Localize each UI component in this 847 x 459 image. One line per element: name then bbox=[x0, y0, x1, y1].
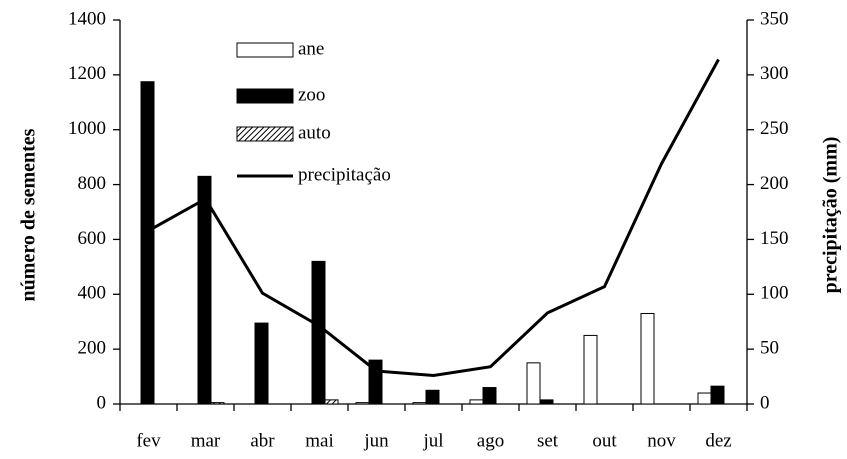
bar bbox=[697, 392, 712, 405]
y-tick-label: 0 bbox=[97, 392, 107, 413]
bar bbox=[425, 389, 440, 405]
bar bbox=[311, 260, 326, 405]
bar bbox=[710, 385, 725, 405]
x-tick-label: abr bbox=[250, 430, 275, 451]
y2-tick-label: 100 bbox=[760, 283, 789, 304]
y2-tick-label: 350 bbox=[760, 8, 789, 29]
bar bbox=[412, 402, 427, 405]
x-tick-label: jul bbox=[422, 430, 443, 451]
legend-label: zoo bbox=[298, 84, 325, 105]
y2-tick-label: 300 bbox=[760, 63, 789, 84]
y2-tick-label: 0 bbox=[760, 392, 770, 413]
x-tick-label: jun bbox=[363, 430, 389, 451]
y2-tick-label: 50 bbox=[760, 338, 779, 359]
bar bbox=[324, 399, 339, 405]
y2-tick-label: 200 bbox=[760, 173, 789, 194]
legend-swatch bbox=[236, 126, 294, 142]
legend-label: ane bbox=[298, 38, 324, 59]
y-tick-label: 1400 bbox=[68, 8, 106, 29]
bar bbox=[355, 402, 370, 405]
bar bbox=[640, 312, 655, 405]
legend-label: auto bbox=[298, 122, 331, 143]
line bbox=[147, 58, 720, 377]
x-tick-label: nov bbox=[647, 430, 676, 451]
legend-swatch bbox=[236, 42, 294, 58]
x-tick-label: mar bbox=[191, 430, 221, 451]
y-tick-label: 200 bbox=[78, 338, 107, 359]
y-tick-label: 1200 bbox=[68, 63, 106, 84]
x-tick-label: out bbox=[592, 430, 617, 451]
bar bbox=[469, 399, 484, 405]
x-tick-label: ago bbox=[477, 430, 504, 451]
bar bbox=[197, 175, 212, 405]
bar bbox=[539, 399, 554, 405]
x-tick-label: dez bbox=[705, 430, 731, 451]
y2-tick-label: 150 bbox=[760, 228, 789, 249]
y-tick-label: 1000 bbox=[68, 118, 106, 139]
y-tick-label: 400 bbox=[78, 283, 107, 304]
y-tick-label: 800 bbox=[78, 173, 107, 194]
y-axis-title: número de sementes bbox=[18, 128, 40, 301]
legend-swatch bbox=[236, 88, 294, 104]
legend-label: precipitação bbox=[298, 164, 391, 185]
y2-tick-label: 250 bbox=[760, 118, 789, 139]
bar bbox=[526, 362, 541, 405]
y-tick-label: 600 bbox=[78, 228, 107, 249]
bar bbox=[583, 334, 598, 405]
bar bbox=[254, 322, 269, 405]
y2-axis-title: precipitação (mm) bbox=[820, 137, 842, 294]
bar bbox=[210, 402, 225, 405]
bar bbox=[482, 387, 497, 405]
x-tick-label: set bbox=[537, 430, 559, 451]
x-tick-label: mai bbox=[305, 430, 334, 451]
bar bbox=[140, 81, 155, 405]
x-tick-label: fev bbox=[136, 430, 161, 451]
